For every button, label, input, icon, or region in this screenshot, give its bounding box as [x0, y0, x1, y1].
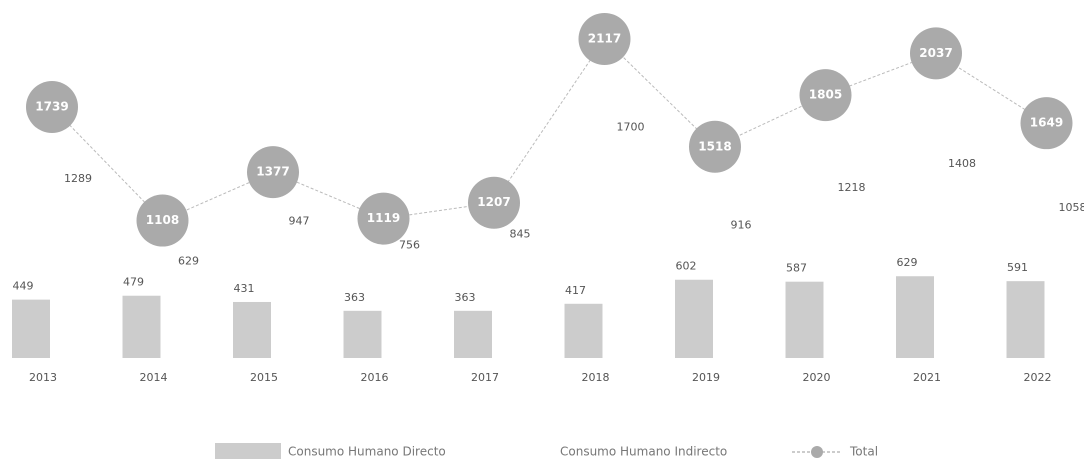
total-dot [689, 120, 741, 173]
indirect-label: 1700 [617, 121, 645, 134]
indirect-label: 629 [178, 254, 199, 267]
indirect-label: 1289 [64, 172, 92, 185]
bar [675, 279, 713, 358]
legend-swatch-direct [215, 443, 281, 459]
x-tick-label: 2017 [471, 371, 499, 384]
x-tick-label: 2015 [250, 371, 278, 384]
bar-label: 431 [234, 282, 255, 295]
x-tick-label: 2018 [582, 371, 610, 384]
total-line [51, 38, 1047, 222]
bar-label: 363 [344, 291, 365, 304]
total-dot [26, 80, 78, 133]
total-dot [578, 12, 631, 65]
x-tick-label: 2019 [692, 371, 720, 384]
legend-label: Total [849, 445, 878, 459]
bar [122, 295, 161, 358]
total-dot [136, 194, 189, 247]
x-tick-label: 2014 [140, 371, 168, 384]
total-dot [1020, 97, 1073, 150]
indirect-label: 1058 [1059, 201, 1084, 214]
total-label: 2117 [588, 31, 621, 45]
legend-label: Consumo Humano Indirecto [560, 445, 727, 459]
x-tick-label: 2013 [29, 371, 57, 384]
bar-label: 363 [455, 291, 476, 304]
bar-label: 587 [786, 262, 807, 275]
bar-label: 417 [565, 284, 586, 297]
bar [12, 299, 50, 358]
bar-label: 602 [676, 260, 697, 273]
bar-label: 479 [123, 276, 144, 289]
indirect-label: 1408 [948, 157, 976, 170]
total-label: 1377 [256, 165, 289, 179]
bar [785, 281, 824, 358]
legend-dot [811, 446, 823, 458]
x-tick-label: 2021 [913, 371, 941, 384]
indirect-label: 947 [289, 215, 310, 228]
bar [233, 301, 271, 358]
total-label: 1739 [35, 99, 68, 113]
total-label: 1518 [698, 139, 731, 153]
total-dot [247, 146, 299, 199]
total-label: 1649 [1030, 116, 1063, 130]
indirect-label: 916 [731, 219, 752, 232]
legend-label: Consumo Humano Directo [288, 445, 446, 459]
indirect-label: 1218 [838, 181, 866, 194]
total-dot [799, 69, 852, 122]
bar [564, 303, 603, 358]
bar-label: 591 [1007, 261, 1028, 274]
bar [454, 310, 492, 358]
x-tick-label: 2016 [361, 371, 389, 384]
indirect-label: 756 [399, 239, 420, 252]
total-label: 1119 [367, 211, 400, 225]
x-tick-label: 2020 [803, 371, 831, 384]
total-label: 1108 [146, 213, 179, 227]
bar [896, 276, 934, 358]
indirect-label: 845 [510, 227, 531, 240]
total-label: 1207 [477, 195, 510, 209]
total-dot [468, 176, 520, 229]
bar-label: 629 [897, 256, 918, 269]
total-label: 1805 [809, 88, 842, 102]
x-tick-label: 2022 [1024, 371, 1052, 384]
bar-label: 449 [13, 280, 34, 293]
total-dot [910, 27, 962, 80]
bar [343, 310, 382, 358]
total-label: 2037 [919, 46, 952, 60]
bar [1006, 281, 1045, 358]
total-dot [357, 192, 410, 245]
